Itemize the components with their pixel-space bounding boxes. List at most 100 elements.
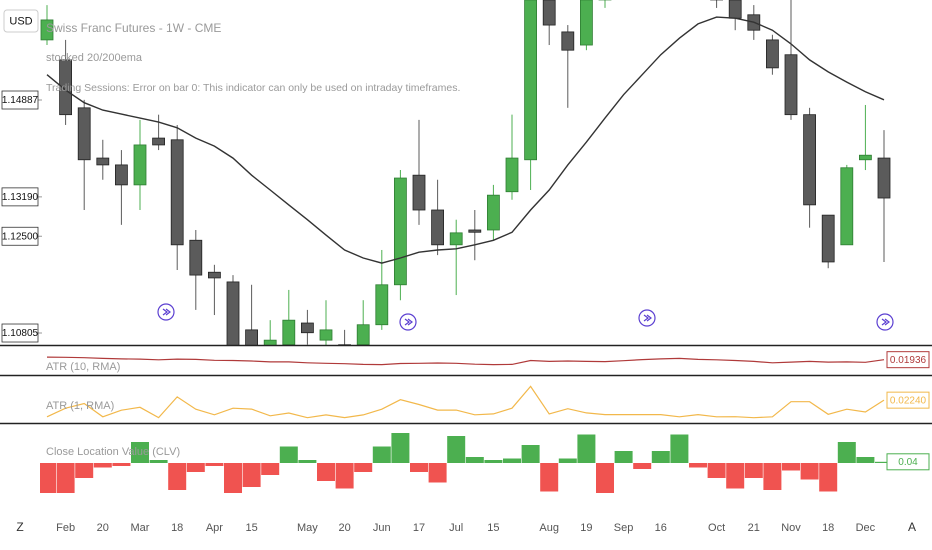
- currency-button[interactable]: [3, 9, 39, 33]
- y-tick-label: 1.12500: [2, 231, 39, 242]
- clv-bar: [93, 463, 112, 468]
- clv-bar: [56, 463, 75, 493]
- pane: [40, 433, 893, 493]
- candle-body: [412, 174, 426, 211]
- x-tick-label: 15: [487, 522, 499, 534]
- x-tick-label: 20: [97, 522, 109, 534]
- clv-bar: [205, 463, 224, 466]
- clv-bar: [335, 463, 354, 489]
- candle-body: [728, 0, 742, 19]
- clv-bar: [317, 463, 335, 481]
- clv-bar: [224, 463, 242, 493]
- x-tick-label: Dec: [856, 522, 876, 534]
- clv-bar: [261, 463, 280, 475]
- clv-bar: [875, 461, 893, 463]
- annotation: Trading Sessions: Error on bar 0: This i…: [46, 82, 460, 94]
- candle-body: [859, 154, 872, 161]
- legend-entry: ATR (1, RMA): [46, 400, 114, 412]
- candle-body: [356, 324, 370, 345]
- last-value-label: 0.02240: [890, 395, 927, 406]
- clv-bar: [689, 463, 707, 468]
- candle-body: [115, 164, 128, 186]
- pane: [40, 0, 891, 345]
- x-tick-label: 15: [245, 522, 257, 534]
- candle-body: [170, 139, 184, 246]
- candle-body: [840, 167, 854, 246]
- clv-bar: [633, 463, 652, 469]
- candle-body: [152, 137, 166, 146]
- clv-bar: [484, 460, 503, 463]
- candle-body: [766, 39, 779, 69]
- clv-bar: [819, 463, 838, 492]
- candle-body: [877, 157, 891, 199]
- candle-body: [524, 0, 537, 161]
- clv-bar: [558, 458, 577, 463]
- clv-bar: [465, 457, 484, 463]
- clv-bar: [763, 463, 782, 490]
- clv-bar: [279, 446, 298, 463]
- candle-body: [486, 194, 500, 231]
- clv-bar: [242, 463, 261, 487]
- clv-bar: [856, 457, 875, 463]
- x-tick-label: Apr: [206, 522, 223, 534]
- last-value-label: 0.01936: [890, 355, 927, 366]
- indicator-line: [46, 385, 885, 419]
- clv-bar: [596, 463, 614, 493]
- clv-bar: [782, 463, 800, 471]
- legend-entry: ATR (10, RMA): [46, 361, 120, 373]
- y-tick-box: [1, 90, 39, 110]
- clv-bar: [112, 463, 131, 466]
- candle-body: [784, 54, 798, 116]
- candle-body: [77, 107, 91, 161]
- clv-bar: [707, 463, 726, 478]
- candle-body: [449, 232, 463, 246]
- indicator-line: [46, 356, 885, 366]
- clv-bar: [670, 434, 689, 463]
- x-tick-label: Nov: [781, 522, 801, 534]
- candle-body: [505, 157, 519, 193]
- x-tick-label: Oct: [708, 522, 725, 534]
- x-tick-label: May: [297, 522, 318, 534]
- legend-entry: Close Location Value (CLV): [46, 446, 180, 458]
- candle-body: [40, 19, 54, 41]
- x-tick-label: 19: [580, 522, 592, 534]
- last-value-box: [886, 391, 930, 409]
- zoom-button[interactable]: Z: [16, 520, 23, 534]
- candle-body: [282, 319, 296, 345]
- clv-bar: [837, 442, 856, 463]
- clv-bar: [503, 458, 521, 463]
- x-tick-label: 18: [171, 522, 183, 534]
- clv-bar: [614, 451, 633, 463]
- clv-bar: [521, 445, 540, 463]
- y-tick-box: [1, 226, 39, 246]
- y-tick-label: 1.14887: [2, 95, 39, 106]
- x-tick-label: Mar: [131, 522, 150, 534]
- indicator-line: [46, 16, 885, 264]
- clv-bar: [40, 463, 56, 493]
- clv-bar: [540, 463, 559, 492]
- pane: [46, 356, 885, 366]
- candle-body: [431, 209, 445, 246]
- event-icons: [157, 303, 894, 331]
- candle-body: [300, 322, 314, 334]
- x-tick-label: 17: [413, 522, 425, 534]
- clv-bar: [726, 463, 745, 489]
- candle-body: [96, 157, 110, 166]
- clv-bar: [298, 460, 317, 463]
- clv-bar: [354, 463, 373, 472]
- clv-bar: [75, 463, 94, 478]
- auto-scale-button[interactable]: A: [908, 520, 916, 534]
- last-value-box: [886, 351, 930, 369]
- candle-body: [821, 214, 835, 263]
- candle-body: [263, 339, 277, 345]
- clv-bar: [428, 463, 447, 483]
- candle-body: [803, 114, 816, 206]
- currency-label[interactable]: USD: [9, 15, 32, 27]
- candle-body: [468, 229, 482, 233]
- x-tick-label: 16: [655, 522, 667, 534]
- x-tick-label: Feb: [56, 522, 75, 534]
- clv-bar: [577, 434, 596, 463]
- candle-body: [207, 271, 221, 279]
- x-tick-label: Aug: [539, 522, 559, 534]
